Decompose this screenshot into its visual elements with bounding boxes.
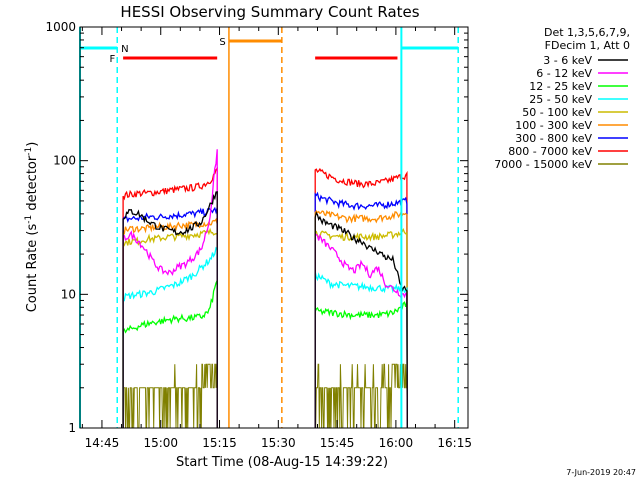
series-line-3-segment-1	[314, 271, 408, 429]
x-tick-label-6: 16:15	[437, 436, 472, 450]
legend-label-0: 3 - 6 keV	[543, 54, 592, 67]
legend-label-6: 300 - 800 keV	[515, 132, 592, 145]
axis-ticks	[80, 26, 468, 429]
y-tick-label-2: 100	[53, 154, 76, 168]
x-tick-labels: 14:45 15:00 15:15 15:30 15:45 16:00 16:15	[85, 436, 472, 450]
flag-label-f: F	[109, 54, 115, 65]
series-line-0-segment-0	[122, 191, 218, 428]
series-line-1-segment-0	[122, 149, 218, 428]
legend: Det 1,3,5,6,7,9, FDecim 1, Att 0 3 - 6 k…	[494, 26, 630, 171]
series-line-6-segment-1	[314, 191, 408, 429]
flag-label-s: S	[219, 37, 225, 48]
x-tick-label-1: 15:00	[143, 436, 178, 450]
legend-label-7: 800 - 7000 keV	[508, 145, 592, 158]
series-line-5-segment-0	[122, 217, 218, 428]
series-line-2-segment-0	[122, 280, 218, 428]
legend-label-2: 12 - 25 keV	[529, 80, 592, 93]
x-tick-label-2: 15:15	[202, 436, 237, 450]
legend-label-1: 6 - 12 keV	[536, 67, 592, 80]
legend-header-line-2: FDecim 1, Att 0	[545, 39, 630, 52]
y-tick-label-3: 1000	[45, 20, 76, 34]
legend-header-line-1: Det 1,3,5,6,7,9,	[544, 26, 630, 39]
y-tick-label-0: 1	[68, 421, 76, 435]
legend-label-8: 7000 - 15000 keV	[494, 158, 592, 171]
series-line-7-segment-0	[122, 166, 218, 428]
flag-label-n: N	[121, 44, 128, 55]
x-axis-label: Start Time (08-Aug-15 14:39:22)	[176, 455, 388, 470]
series-line-4-segment-1	[314, 227, 408, 429]
series-line-7-segment-1	[314, 167, 408, 429]
legend-label-4: 50 - 100 keV	[522, 106, 592, 119]
x-tick-label-0: 14:45	[85, 436, 120, 450]
series-line-5-segment-1	[314, 209, 408, 429]
y-axis-label-end: )	[25, 142, 40, 147]
data-layer	[122, 149, 408, 429]
chart-title: HESSI Observing Summary Count Rates	[120, 3, 419, 21]
x-tick-label-3: 15:30	[261, 436, 296, 450]
plot-frame	[79, 26, 469, 429]
y-tick-label-1: 10	[61, 287, 76, 301]
series-line-0-segment-1	[314, 211, 408, 429]
series-line-6-segment-0	[122, 206, 218, 428]
series-line-2-segment-1	[314, 301, 408, 429]
series-line-1-segment-1	[314, 233, 408, 429]
series-line-3-segment-0	[122, 246, 218, 428]
y-axis-label-main: Count Rate (s	[25, 224, 40, 313]
footer-date: 7-Jun-2019 20:47	[566, 468, 636, 477]
legend-label-5: 100 - 300 keV	[515, 119, 592, 132]
y-axis-label: Count Rate (s-1 detector-1)	[24, 142, 40, 313]
y-axis-label-mid: detector	[25, 155, 40, 215]
y-tick-labels: 1 10 100 1000	[45, 20, 76, 435]
legend-label-3: 25 - 50 keV	[529, 93, 592, 106]
x-tick-label-4: 15:45	[320, 436, 355, 450]
y-axis-label-sup2: -1	[24, 147, 34, 156]
y-axis-label-sup1: -1	[24, 215, 34, 224]
x-tick-label-5: 16:00	[379, 436, 414, 450]
